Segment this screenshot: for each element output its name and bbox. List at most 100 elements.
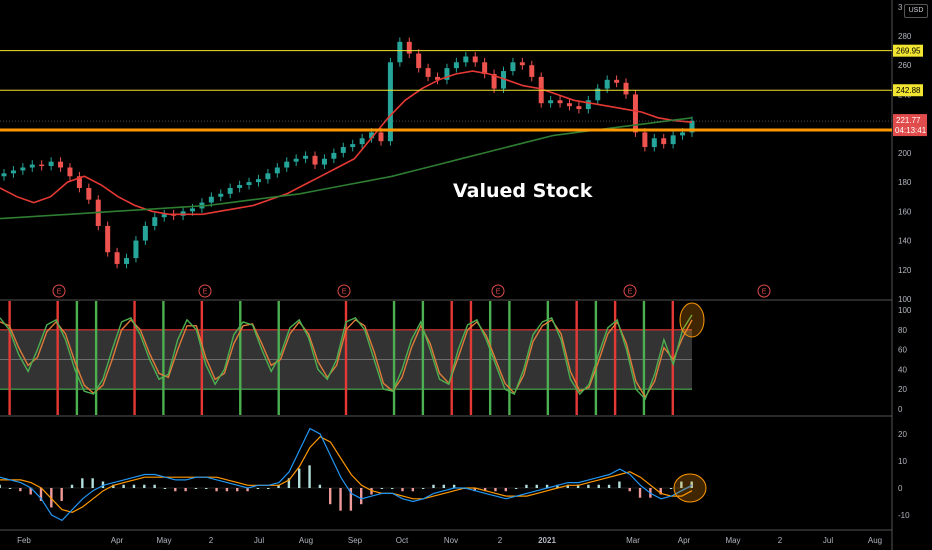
macd-histogram-bar [70,484,74,488]
macd-histogram-bar [184,488,187,492]
macd-histogram-bar [597,484,600,488]
candle [359,138,365,145]
candle [350,144,356,148]
candle [585,100,591,110]
macd-histogram-bar [504,488,507,492]
candle [519,62,525,66]
macd-histogram-bar [112,484,115,488]
earnings-marker [757,284,771,298]
macd-histogram-bar [618,481,621,488]
price-tick-label: 100 [898,295,912,304]
macd-histogram-bar [556,484,559,488]
price-tick-label: 280 [898,32,912,41]
macd-histogram-bar [122,484,125,488]
earnings-marker [198,284,212,298]
candle [76,176,82,188]
candle [340,147,346,153]
macd-histogram-bar [659,488,662,495]
x-tick-label: Jul [823,536,833,545]
candle [321,158,327,165]
macd-histogram-bar [132,484,136,488]
candle [444,68,450,80]
x-tick-label: 2021 [538,536,556,545]
macd-histogram-bar [390,488,394,489]
candle [661,138,667,145]
price-tick-label: 160 [898,207,912,216]
macd-histogram-bar [514,488,518,489]
macd-line [0,427,693,522]
macd-histogram-bar [587,484,590,488]
annotation-text: Valued Stock [453,180,593,202]
macd-histogram-bar [452,484,456,488]
macd-histogram-bar [39,488,43,501]
x-tick-label: Feb [17,536,31,545]
candle [208,196,214,203]
macd-histogram-bar [576,484,580,488]
candle [557,100,563,104]
macd-histogram-bar [370,488,373,495]
candle [651,138,657,148]
stochastic-line [0,318,693,399]
price-tick-label: 200 [898,149,912,158]
candle [425,68,431,77]
candle [161,214,167,218]
x-tick-label: Apr [111,536,124,545]
x-tick-label: Aug [868,536,882,545]
currency-button[interactable]: USD [904,4,928,18]
candle [142,225,148,241]
x-tick-label: Nov [444,536,458,545]
x-tick-label: Jul [254,536,264,545]
candle [642,132,648,148]
countdown-label: 04:13:41 [895,126,927,135]
x-tick-label: May [156,536,171,545]
level-price-tag [893,84,923,97]
macd-histogram-bar [163,488,167,489]
stochastic-line [0,314,693,401]
x-tick-label: Mar [626,536,640,545]
stochastic-tick-label: 0 [898,405,903,414]
macd-histogram-bar [205,488,208,489]
earnings-marker [623,284,637,298]
x-tick-label: Aug [299,536,313,545]
candle [435,76,441,80]
macd-histogram-bar [318,484,322,488]
macd-histogram-bar [0,484,1,488]
x-tick-label: Apr [678,536,691,545]
macd-tick-label: 10 [898,457,907,466]
macd-signal-line [0,435,693,513]
candle [623,82,629,95]
stochastic-tick-label: 60 [898,346,907,355]
candle [472,56,478,63]
x-tick-label: 2 [498,536,503,545]
x-tick-label: Oct [396,536,409,545]
highlight-circle [679,302,705,338]
candle [274,167,280,174]
candle [529,65,535,77]
candle [218,193,224,197]
macd-histogram-bar [628,488,631,492]
macd-histogram-bar [60,488,63,501]
candle [510,62,516,72]
macd-histogram-bar [287,478,291,488]
macd-histogram-bar [401,488,404,492]
earnings-marker [337,284,351,298]
macd-histogram-bar [432,484,435,488]
macd-histogram-bar [153,484,156,488]
earnings-marker-label: E [342,289,347,296]
candle [1,173,7,177]
macd-histogram-bar [607,484,611,488]
macd-histogram-bar [329,488,332,505]
candle [293,158,299,162]
highlight-circle [673,473,707,503]
earnings-marker-label: E [628,289,633,296]
level-price-tag [893,44,923,57]
macd-histogram-bar [256,488,260,489]
macd-histogram-bar [669,488,673,489]
candle [124,258,130,264]
candle [265,173,271,180]
price-tick-label: 140 [898,237,912,246]
candle [576,106,582,110]
last-price-tag [893,114,927,137]
macd-histogram-bar [566,484,569,488]
